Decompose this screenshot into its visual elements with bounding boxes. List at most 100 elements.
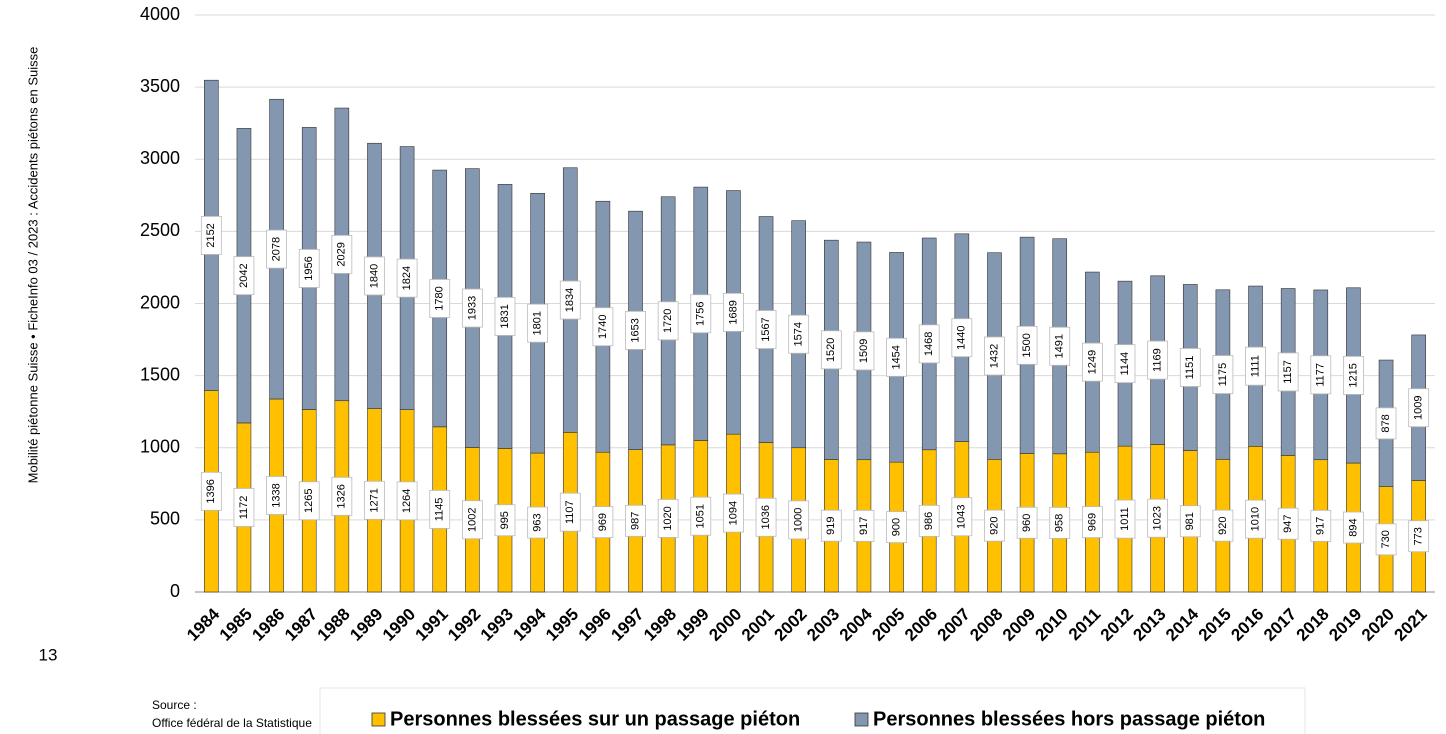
x-tick-label: 2016 <box>1227 605 1267 645</box>
data-label: 1172 <box>238 496 250 520</box>
data-label-box <box>429 490 451 529</box>
y-tick-label: 3500 <box>140 76 180 96</box>
data-label: 1215 <box>1347 363 1359 387</box>
x-tick-label: 1990 <box>379 605 419 645</box>
data-label: 1834 <box>564 288 576 312</box>
data-label: 917 <box>858 517 870 535</box>
data-label-box <box>886 337 907 377</box>
data-label: 1264 <box>401 489 413 513</box>
data-label: 986 <box>923 512 935 530</box>
data-label: 958 <box>1054 514 1066 532</box>
data-label: 1175 <box>1217 363 1229 387</box>
data-label-box <box>657 499 679 538</box>
data-label-box <box>592 307 614 347</box>
x-tick-label: 1985 <box>216 605 256 645</box>
data-label-box <box>1016 325 1038 365</box>
data-label-box <box>1114 344 1136 384</box>
data-label: 920 <box>1217 516 1229 534</box>
data-label: 1468 <box>923 332 935 356</box>
data-label-box <box>1212 509 1234 542</box>
x-tick-label: 1996 <box>575 605 615 645</box>
data-label-box <box>1375 523 1397 556</box>
page-number: 13 <box>39 645 58 664</box>
data-label: 1023 <box>1152 506 1164 530</box>
x-tick-label: 2005 <box>868 605 908 645</box>
data-label: 1036 <box>760 505 772 529</box>
data-label: 1107 <box>564 500 576 524</box>
data-label-box <box>364 256 385 296</box>
data-label-box <box>820 330 842 370</box>
data-label: 969 <box>597 513 609 531</box>
legend-box <box>319 687 1306 734</box>
data-label-box <box>1049 507 1071 539</box>
data-label: 894 <box>1347 518 1359 536</box>
data-label: 1454 <box>890 345 902 369</box>
data-label: 1111 <box>1249 355 1261 377</box>
data-label: 1271 <box>368 488 380 512</box>
data-label-box <box>461 288 483 328</box>
data-label: 920 <box>988 516 1000 534</box>
data-label-box <box>429 279 451 318</box>
data-label-box <box>527 303 549 343</box>
data-label-box <box>1081 342 1103 382</box>
data-label: 947 <box>1282 515 1294 533</box>
data-label: 1509 <box>858 339 870 363</box>
data-label: 1840 <box>368 264 380 288</box>
data-label-box <box>723 493 744 533</box>
x-tick-label: 2008 <box>966 605 1006 645</box>
x-tick-label: 1984 <box>183 604 224 645</box>
data-label-box <box>1343 511 1364 544</box>
data-label-box <box>755 497 777 537</box>
data-label-box <box>1081 506 1103 539</box>
data-label-box <box>1277 352 1299 392</box>
data-label-box <box>233 256 255 296</box>
data-label: 1326 <box>336 484 348 508</box>
data-label-box <box>1310 355 1332 395</box>
data-label-box <box>690 496 712 536</box>
x-tick-label: 1987 <box>281 605 321 645</box>
data-label-box <box>918 324 940 364</box>
data-label-box <box>723 292 744 332</box>
data-label-box <box>200 471 222 511</box>
data-label-box <box>1212 355 1234 394</box>
x-tick-label: 1997 <box>607 605 647 645</box>
data-label: 1574 <box>793 322 805 346</box>
data-label-box <box>298 481 320 521</box>
data-label: 1956 <box>303 256 315 280</box>
x-tick-label: 2002 <box>771 605 811 645</box>
x-tick-label: 2019 <box>1325 605 1365 645</box>
x-tick-label: 2012 <box>1097 605 1137 645</box>
x-tick-label: 2009 <box>999 605 1039 645</box>
data-label: 1780 <box>434 286 446 310</box>
data-label: 1011 <box>1119 507 1131 531</box>
data-label: 1500 <box>1021 333 1033 357</box>
x-tick-label: 2004 <box>836 604 877 645</box>
y-tick-label: 3000 <box>140 148 180 168</box>
data-label-box <box>657 301 679 341</box>
data-label: 1145 <box>434 498 446 522</box>
data-label-box <box>886 511 907 543</box>
data-label: 1144 <box>1119 352 1131 376</box>
x-tick-label: 1992 <box>444 605 484 645</box>
data-label: 1157 <box>1282 360 1294 384</box>
data-label-box <box>1375 407 1397 440</box>
data-label-box <box>1245 346 1266 386</box>
data-label-box <box>494 504 516 537</box>
data-label: 1177 <box>1315 363 1327 387</box>
data-label-box <box>1179 348 1201 387</box>
data-label-box <box>918 504 940 537</box>
data-label-box <box>592 506 614 539</box>
data-label-box <box>364 480 385 520</box>
data-label-box <box>788 314 810 354</box>
data-label: 900 <box>890 518 902 536</box>
data-label-box <box>396 258 418 298</box>
data-label-box <box>1343 356 1364 395</box>
data-label-box <box>461 500 483 540</box>
data-label: 1567 <box>760 317 772 341</box>
x-tick-label: 2010 <box>1032 605 1072 645</box>
data-label-box <box>1408 388 1430 428</box>
data-label: 995 <box>499 511 511 529</box>
data-label: 960 <box>1021 514 1033 532</box>
x-tick-label: 2011 <box>1065 605 1105 645</box>
